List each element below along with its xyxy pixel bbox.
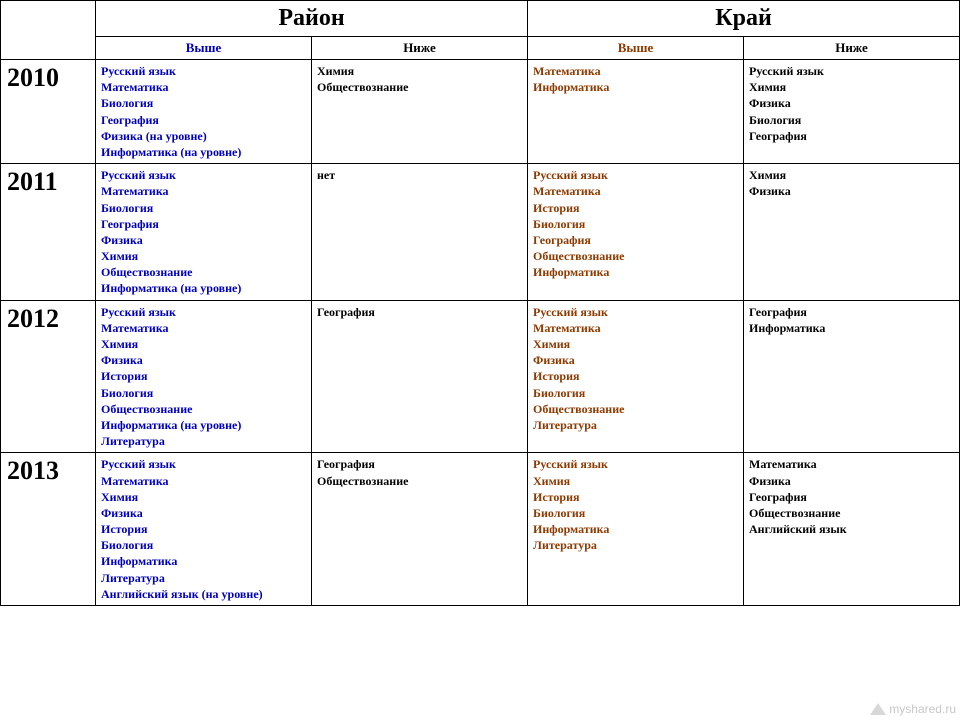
district-lower-header: Ниже [312,37,528,60]
region-lower-cell: МатематикаФизикаГеографияОбществознаниеА… [744,453,960,606]
watermark-icon [870,703,886,715]
year-header-blank [1,1,96,60]
comparison-table: Район Край Выше Ниже Выше Ниже 2010Русск… [0,0,960,606]
watermark-text: myshared.ru [889,702,956,716]
district-header: Район [96,1,528,37]
watermark: myshared.ru [870,702,956,716]
region-lower-cell: ГеографияИнформатика [744,300,960,453]
district-higher-cell: Русский языкМатематикаХимияФизикаИстория… [96,453,312,606]
table-row: 2010Русский языкМатематикаБиологияГеогра… [1,60,960,164]
header-row-1: Район Край [1,1,960,37]
region-lower-cell: ХимияФизика [744,164,960,301]
table-row: 2011Русский языкМатематикаБиологияГеогра… [1,164,960,301]
district-higher-cell: Русский языкМатематикаБиологияГеографияФ… [96,60,312,164]
district-higher-cell: Русский языкМатематикаБиологияГеографияФ… [96,164,312,301]
table-row: 2013Русский языкМатематикаХимияФизикаИст… [1,453,960,606]
region-higher-cell: Русский языкХимияИсторияБиологияИнформат… [528,453,744,606]
region-higher-cell: Русский языкМатематикаИсторияБиологияГео… [528,164,744,301]
year-cell: 2013 [1,453,96,606]
header-row-2: Выше Ниже Выше Ниже [1,37,960,60]
table-body: 2010Русский языкМатематикаБиологияГеогра… [1,60,960,606]
district-lower-cell: ХимияОбществознание [312,60,528,164]
year-cell: 2011 [1,164,96,301]
region-higher-cell: Русский языкМатематикаХимияФизикаИстория… [528,300,744,453]
region-header: Край [528,1,960,37]
region-higher-cell: МатематикаИнформатика [528,60,744,164]
year-cell: 2012 [1,300,96,453]
district-lower-cell: ГеографияОбществознание [312,453,528,606]
region-lower-cell: Русский языкХимияФизикаБиологияГеография [744,60,960,164]
district-lower-cell: География [312,300,528,453]
district-higher-cell: Русский языкМатематикаХимияФизикаИстория… [96,300,312,453]
year-cell: 2010 [1,60,96,164]
region-lower-header: Ниже [744,37,960,60]
region-higher-header: Выше [528,37,744,60]
district-higher-header: Выше [96,37,312,60]
table-row: 2012Русский языкМатематикаХимияФизикаИст… [1,300,960,453]
district-lower-cell: нет [312,164,528,301]
